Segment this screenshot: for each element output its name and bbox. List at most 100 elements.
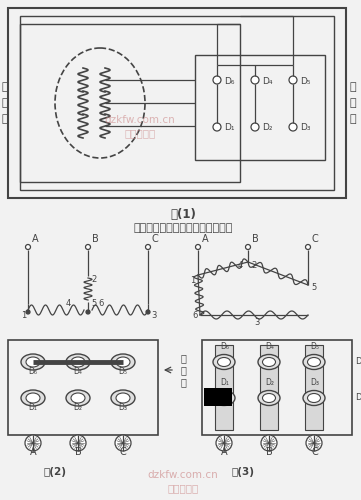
Text: 6: 6 — [98, 300, 103, 308]
Ellipse shape — [262, 394, 275, 402]
Circle shape — [216, 435, 232, 451]
Text: 1: 1 — [190, 276, 195, 285]
Text: C: C — [311, 447, 318, 457]
Circle shape — [289, 123, 297, 131]
Text: D₂: D₂ — [73, 403, 82, 412]
Ellipse shape — [258, 390, 280, 406]
Text: D₆: D₆ — [28, 367, 37, 376]
Text: dzkfw.com.cn: dzkfw.com.cn — [148, 470, 218, 480]
Ellipse shape — [71, 357, 85, 367]
Text: 图(3): 图(3) — [232, 467, 255, 477]
Bar — [202, 340, 352, 435]
Text: D₄: D₄ — [265, 342, 274, 351]
Circle shape — [261, 435, 277, 451]
Text: 电子开发网: 电子开发网 — [168, 483, 199, 493]
Ellipse shape — [116, 393, 130, 403]
Ellipse shape — [26, 393, 40, 403]
Text: D₄: D₄ — [73, 367, 82, 376]
Text: D₁: D₁ — [28, 403, 37, 412]
Text: D₅: D₅ — [355, 358, 361, 366]
Text: 接: 接 — [180, 353, 186, 363]
Ellipse shape — [217, 394, 231, 402]
Text: A: A — [30, 447, 36, 457]
Text: 4: 4 — [238, 261, 243, 270]
Ellipse shape — [116, 357, 130, 367]
Circle shape — [306, 435, 322, 451]
Text: D₁: D₁ — [220, 378, 229, 387]
Text: B: B — [75, 447, 82, 457]
Text: D₂: D₂ — [262, 124, 273, 132]
Bar — [305, 345, 323, 430]
Ellipse shape — [258, 354, 280, 370]
Text: 4: 4 — [66, 300, 71, 308]
Text: D₁: D₁ — [224, 124, 235, 132]
Text: D₃: D₃ — [355, 394, 361, 402]
Text: A: A — [32, 234, 39, 244]
Text: D₃: D₃ — [310, 378, 319, 387]
Ellipse shape — [111, 390, 135, 406]
Bar — [20, 24, 240, 182]
Circle shape — [115, 435, 131, 451]
Circle shape — [305, 244, 310, 250]
Text: D₅: D₅ — [300, 76, 310, 86]
Ellipse shape — [303, 354, 325, 370]
Ellipse shape — [26, 357, 40, 367]
Ellipse shape — [213, 390, 235, 406]
Circle shape — [196, 244, 200, 250]
Ellipse shape — [262, 358, 275, 366]
Text: D₆: D₆ — [220, 342, 229, 351]
Circle shape — [70, 435, 86, 451]
Text: 三相异步电动机接线图及接线方式: 三相异步电动机接线图及接线方式 — [133, 223, 233, 233]
Circle shape — [145, 244, 151, 250]
Text: D₂: D₂ — [265, 378, 274, 387]
Circle shape — [146, 310, 150, 314]
Text: 图(1): 图(1) — [170, 208, 196, 222]
Bar — [8, 340, 158, 435]
Text: 线: 线 — [180, 365, 186, 375]
Ellipse shape — [303, 390, 325, 406]
Ellipse shape — [66, 390, 90, 406]
Text: A: A — [202, 234, 209, 244]
Text: 电
动
机: 电 动 机 — [2, 82, 8, 124]
Text: 5: 5 — [311, 283, 316, 292]
Circle shape — [26, 244, 30, 250]
Text: A: A — [221, 447, 228, 457]
Ellipse shape — [308, 358, 321, 366]
Bar — [215, 345, 233, 430]
Text: 6: 6 — [192, 311, 197, 320]
Circle shape — [86, 244, 91, 250]
Bar — [204, 388, 232, 406]
Ellipse shape — [71, 393, 85, 403]
Text: B: B — [252, 234, 259, 244]
Ellipse shape — [66, 354, 90, 370]
Ellipse shape — [111, 354, 135, 370]
Text: D₅: D₅ — [118, 367, 127, 376]
Text: D₃: D₃ — [118, 403, 127, 412]
Circle shape — [86, 310, 90, 314]
Circle shape — [251, 123, 259, 131]
Ellipse shape — [308, 394, 321, 402]
Text: 电子开发网: 电子开发网 — [125, 128, 156, 138]
Circle shape — [289, 76, 297, 84]
Circle shape — [213, 123, 221, 131]
Circle shape — [25, 435, 41, 451]
Bar — [8, 8, 346, 198]
Text: 2: 2 — [251, 261, 256, 270]
Text: D₆: D₆ — [224, 76, 235, 86]
Text: 2: 2 — [91, 274, 96, 283]
Text: 接
线
板: 接 线 板 — [350, 82, 356, 124]
Ellipse shape — [213, 354, 235, 370]
Text: C: C — [312, 234, 319, 244]
Circle shape — [245, 244, 251, 250]
Text: C: C — [152, 234, 159, 244]
Bar — [20, 16, 334, 190]
Text: 3: 3 — [151, 310, 156, 320]
Text: 1: 1 — [21, 310, 26, 320]
Text: D₄: D₄ — [262, 76, 273, 86]
Ellipse shape — [21, 354, 45, 370]
Text: C: C — [120, 447, 127, 457]
Text: dzkfw.com.cn: dzkfw.com.cn — [105, 115, 175, 125]
Text: 板: 板 — [180, 377, 186, 387]
Text: D₃: D₃ — [300, 124, 310, 132]
Text: 5: 5 — [91, 298, 96, 308]
